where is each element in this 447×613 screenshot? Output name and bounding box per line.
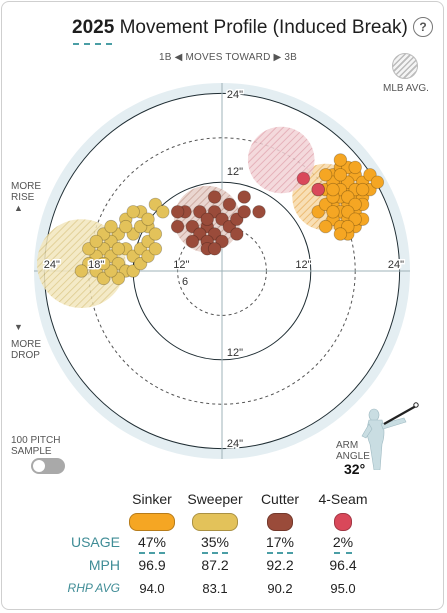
rhp-avg-row-label: RHP AVG [67,581,120,595]
sinker-mph: 96.9 [138,557,166,573]
moves-toward-label: 1B ◀ MOVES TOWARD ▶ 3B [159,52,298,63]
pitch-cutter-header: Cutter [250,491,310,531]
year-underline [73,43,112,45]
more-rise-label: MORE RISE ▲ [11,181,41,213]
sinker-usage-underline [139,552,165,554]
sweeper-swatch [192,513,238,531]
sinker-swatch [129,513,175,531]
cutter-usage-underline [267,552,293,554]
pitch-sample-toggle[interactable] [31,458,65,474]
cutter-mph: 92.2 [266,557,294,573]
pitcher-arm-angle-icon [361,402,419,470]
sweeper-usage: 35% [200,534,230,550]
arrow-up-icon: ▲ [14,203,23,213]
arrow-left-icon: ◀ [174,52,183,63]
pitch-sample-label: 100 PITCH SAMPLE [11,435,61,457]
chart-title: 2025 Movement Profile (Induced Break) [72,17,408,38]
arm-angle-label: ARM ANGLE [336,440,370,462]
arrow-down-icon: ▼ [14,322,23,332]
more-drop-label: ▼ MORE DROP [11,322,41,361]
cutter-usage: 17% [265,534,295,550]
sweeper-usage-underline [202,552,228,554]
toggle-knob [33,460,45,472]
cutter-rhp-avg: 90.2 [267,581,293,596]
sinker-usage: 47% [137,534,167,550]
sweeper-rhp-avg: 83.1 [202,581,228,596]
sinker-rhp-avg: 94.0 [139,581,165,596]
mlb-avg-legend-icon [392,53,418,79]
pitch-sinker-header: Sinker [122,491,182,531]
fourseam-mph: 96.4 [329,557,357,573]
pitch-fourseam-header: 4-Seam [313,491,373,531]
pitch-sweeper-header: Sweeper [185,491,245,531]
help-icon[interactable]: ? [413,17,433,37]
arm-angle-value: 32° [344,461,366,477]
fourseam-usage-underline [334,552,352,554]
fourseam-usage: 2% [332,534,354,550]
mlb-avg-legend-label: MLB AVG. [383,83,429,94]
fourseam-swatch [334,513,352,531]
arrow-right-icon: ▶ [273,52,282,63]
fourseam-rhp-avg: 95.0 [330,581,356,596]
sweeper-mph: 87.2 [201,557,229,573]
cutter-swatch [267,513,293,531]
mph-row-label: MPH [88,557,120,573]
usage-row-label: USAGE [70,534,120,550]
